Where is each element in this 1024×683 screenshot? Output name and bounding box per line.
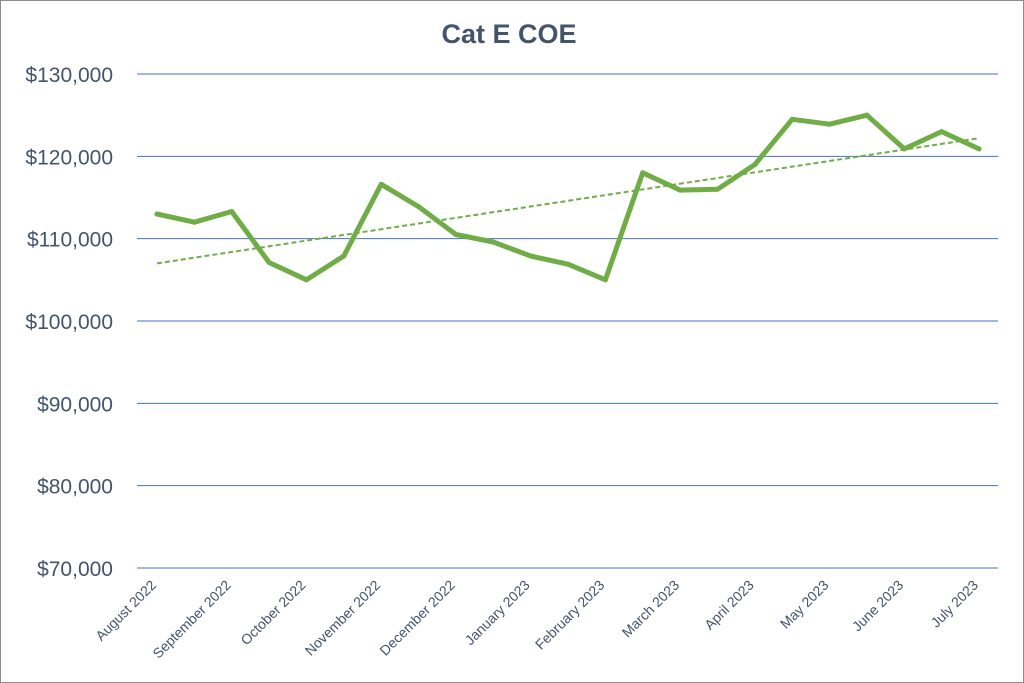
x-tick-label: December 2022 (376, 577, 458, 659)
trend-line (156, 137, 980, 265)
data-point (154, 211, 160, 217)
x-tick-label: March 2023 (619, 577, 683, 641)
x-tick-label: July 2023 (927, 577, 981, 631)
x-tick-label: September 2022 (149, 577, 234, 662)
data-point (864, 112, 870, 118)
x-tick-label: June 2023 (849, 577, 907, 635)
series-line (154, 112, 982, 283)
chart-title: Cat E COE (441, 19, 577, 49)
data-point (341, 253, 347, 259)
data-point (266, 260, 272, 266)
x-tick-label: May 2023 (777, 577, 832, 632)
data-point (714, 186, 720, 192)
x-tick-label: February 2023 (532, 577, 608, 653)
data-point (602, 277, 608, 283)
data-point (453, 232, 459, 238)
data-point (378, 181, 384, 187)
data-point (191, 219, 197, 225)
data-point (528, 253, 534, 259)
data-point (416, 204, 422, 210)
data-point (677, 187, 683, 193)
y-tick-label: $130,000 (25, 64, 113, 87)
x-tick-label: January 2023 (461, 577, 532, 648)
data-point (490, 239, 496, 245)
x-tick-label: November 2022 (302, 577, 384, 659)
y-tick-label: $100,000 (25, 311, 113, 334)
y-tick-label: $110,000 (27, 229, 113, 252)
x-tick-label: April 2023 (701, 577, 757, 633)
data-point (229, 208, 235, 214)
data-point (303, 277, 309, 283)
data-point (752, 162, 758, 168)
x-tick-label: August 2022 (92, 577, 159, 644)
y-tick-label: $70,000 (37, 558, 113, 581)
x-tick-label: October 2022 (237, 577, 308, 648)
y-tick-label: $120,000 (25, 146, 113, 169)
data-point (976, 146, 982, 152)
data-point (939, 129, 945, 135)
data-point (789, 116, 795, 122)
data-point (827, 121, 833, 127)
data-point (565, 261, 571, 267)
y-tick-label: $90,000 (37, 393, 113, 416)
data-point (640, 170, 646, 176)
data-point (901, 146, 907, 152)
y-tick-label: $80,000 (37, 476, 113, 499)
